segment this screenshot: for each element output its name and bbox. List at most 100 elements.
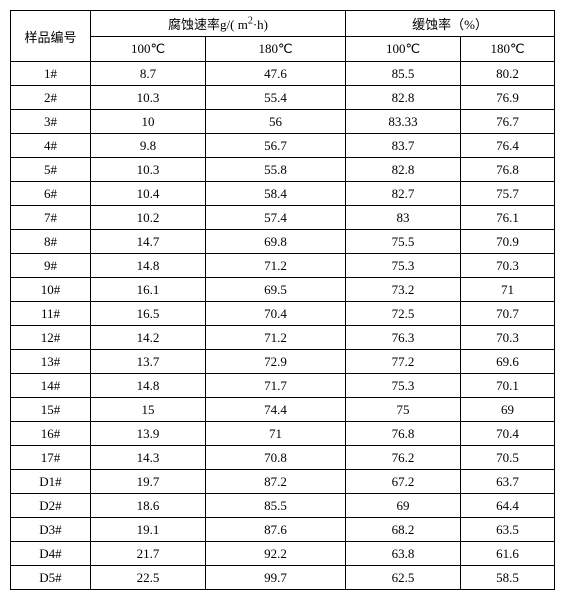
cell-c2: 47.6 [206,62,346,86]
cell-c3: 67.2 [346,470,461,494]
cell-c1: 13.7 [91,350,206,374]
cell-c1: 10.4 [91,182,206,206]
cell-c1: 8.7 [91,62,206,86]
cell-c1: 14.3 [91,446,206,470]
cell-id: 5# [11,158,91,182]
cell-c3: 77.2 [346,350,461,374]
cell-c2: 71 [206,422,346,446]
cell-c3: 75.5 [346,230,461,254]
cell-id: 16# [11,422,91,446]
table-row: 9#14.871.275.370.3 [11,254,555,278]
header-corrosion-100: 100℃ [91,37,206,62]
table-row: D2#18.685.56964.4 [11,494,555,518]
cell-c3: 72.5 [346,302,461,326]
cell-c4: 70.5 [461,446,555,470]
cell-c3: 76.3 [346,326,461,350]
table-row: 15#1574.47569 [11,398,555,422]
cell-id: 7# [11,206,91,230]
cell-c4: 70.9 [461,230,555,254]
table-row: 11#16.570.472.570.7 [11,302,555,326]
cell-c4: 70.3 [461,254,555,278]
cell-c4: 69 [461,398,555,422]
cell-c4: 76.9 [461,86,555,110]
cell-c2: 72.9 [206,350,346,374]
cell-c2: 70.4 [206,302,346,326]
cell-c1: 18.6 [91,494,206,518]
cell-c3: 62.5 [346,566,461,590]
cell-c1: 10 [91,110,206,134]
table-row: 16#13.97176.870.4 [11,422,555,446]
cell-c4: 71 [461,278,555,302]
cell-c2: 70.8 [206,446,346,470]
cell-c4: 63.7 [461,470,555,494]
header-inhibition-180: 180℃ [461,37,555,62]
table-row: 8#14.769.875.570.9 [11,230,555,254]
cell-c4: 70.7 [461,302,555,326]
cell-id: D5# [11,566,91,590]
table-row: D3#19.187.668.263.5 [11,518,555,542]
cell-c1: 9.8 [91,134,206,158]
table-row: 12#14.271.276.370.3 [11,326,555,350]
cell-id: 13# [11,350,91,374]
cell-c3: 75.3 [346,374,461,398]
cell-c3: 76.8 [346,422,461,446]
table-row: D4#21.792.263.861.6 [11,542,555,566]
cell-c2: 56 [206,110,346,134]
cell-c3: 83.7 [346,134,461,158]
data-table: 样品编号 腐蚀速率g/( m2·h) 缓蚀率（%） 100℃ 180℃ 100℃… [10,10,555,590]
cell-id: 15# [11,398,91,422]
cell-c4: 69.6 [461,350,555,374]
table-row: 13#13.772.977.269.6 [11,350,555,374]
cell-c2: 69.5 [206,278,346,302]
cell-c1: 13.9 [91,422,206,446]
cell-c2: 58.4 [206,182,346,206]
cell-id: 4# [11,134,91,158]
cell-c3: 75 [346,398,461,422]
cell-id: 17# [11,446,91,470]
table-row: 2#10.355.482.876.9 [11,86,555,110]
cell-c3: 75.3 [346,254,461,278]
cell-id: 12# [11,326,91,350]
table-row: 5#10.355.882.876.8 [11,158,555,182]
cell-c4: 70.4 [461,422,555,446]
cell-c3: 63.8 [346,542,461,566]
table-body: 1#8.747.685.580.22#10.355.482.876.93#105… [11,62,555,590]
table-row: 17#14.370.876.270.5 [11,446,555,470]
cell-c4: 80.2 [461,62,555,86]
header-group-inhibition: 缓蚀率（%） [346,11,555,37]
cell-id: 14# [11,374,91,398]
cell-id: 2# [11,86,91,110]
cell-c1: 15 [91,398,206,422]
cell-c3: 69 [346,494,461,518]
cell-c4: 76.7 [461,110,555,134]
header-sample-id: 样品编号 [11,11,91,62]
cell-c4: 76.1 [461,206,555,230]
cell-c3: 83 [346,206,461,230]
cell-id: 8# [11,230,91,254]
cell-c2: 71.2 [206,326,346,350]
cell-c2: 74.4 [206,398,346,422]
cell-id: 3# [11,110,91,134]
cell-c1: 10.3 [91,158,206,182]
table-row: 14#14.871.775.370.1 [11,374,555,398]
cell-c3: 82.8 [346,86,461,110]
cell-c4: 76.8 [461,158,555,182]
header-inhibition-100: 100℃ [346,37,461,62]
cell-c4: 75.7 [461,182,555,206]
cell-c1: 21.7 [91,542,206,566]
cell-id: D2# [11,494,91,518]
table-row: 3#105683.3376.7 [11,110,555,134]
cell-c2: 71.2 [206,254,346,278]
cell-c2: 55.4 [206,86,346,110]
cell-c1: 22.5 [91,566,206,590]
cell-id: D1# [11,470,91,494]
cell-id: D4# [11,542,91,566]
cell-c4: 63.5 [461,518,555,542]
cell-c4: 76.4 [461,134,555,158]
cell-c1: 19.7 [91,470,206,494]
table-row: D1#19.787.267.263.7 [11,470,555,494]
cell-c1: 19.1 [91,518,206,542]
cell-c1: 14.7 [91,230,206,254]
cell-c2: 99.7 [206,566,346,590]
cell-c3: 73.2 [346,278,461,302]
